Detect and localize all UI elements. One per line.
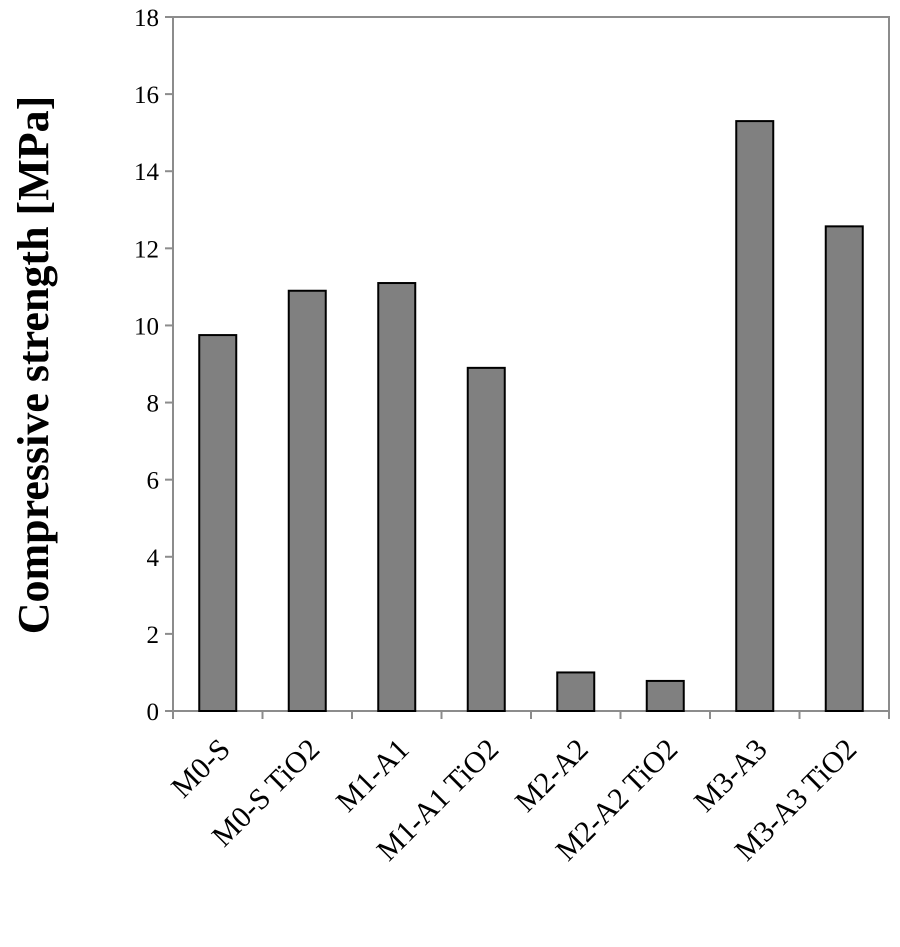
x-category-label: M0-S [165, 733, 237, 805]
bar [466, 366, 506, 712]
bar [645, 679, 685, 713]
bar [198, 334, 238, 712]
y-tick-label: 0 [147, 699, 160, 726]
y-axis-title: Compressive strength [MPa] [9, 96, 58, 635]
x-category-label: M3-A3 [688, 733, 774, 819]
bar [287, 289, 327, 712]
y-tick-label: 4 [147, 545, 160, 572]
bar-series [198, 120, 864, 713]
y-tick-label: 10 [134, 313, 159, 340]
y-tick-label: 8 [147, 391, 160, 418]
y-tick-label: 18 [134, 5, 159, 32]
y-tick-label: 2 [147, 622, 160, 649]
y-tick-label: 14 [134, 159, 160, 186]
bar [556, 671, 596, 713]
x-category-label: M1-A1 [330, 733, 416, 819]
x-category-label: M2-A2 [509, 733, 595, 819]
bar [735, 120, 775, 713]
y-tick-label: 12 [134, 236, 159, 263]
y-tick-label: 6 [147, 468, 160, 495]
y-tick-label: 16 [134, 82, 159, 109]
y-axis: 0 2 4 6 8 10 12 14 16 18 [134, 5, 173, 726]
bar [824, 225, 864, 713]
plot-frame [172, 16, 890, 712]
bar [377, 282, 417, 712]
